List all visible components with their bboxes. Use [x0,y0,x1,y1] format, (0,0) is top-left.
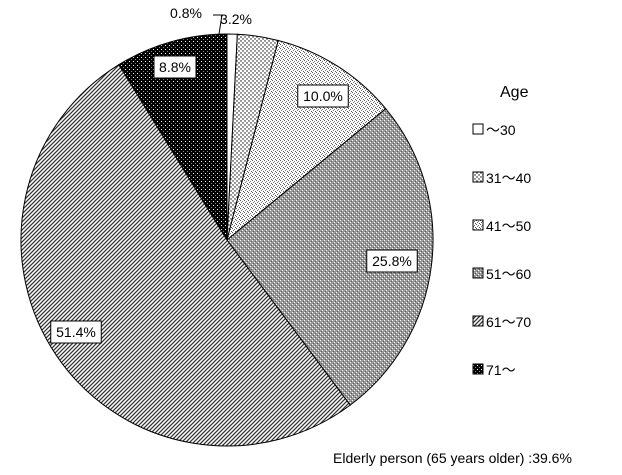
legend-label: 41～50 [486,218,531,234]
legend-label: 61～70 [486,314,531,330]
legend-swatch [472,219,484,231]
legend-item-5: 61～70 [472,314,531,330]
legend-title: Age [500,84,529,101]
legend-item-2: 31～40 [472,170,531,186]
pie-slice-5 [20,64,351,447]
data-label-text: 10.0% [303,88,343,104]
data-label-box [297,84,349,108]
data-label-3: 10.0% [297,84,349,108]
legend-item-3: 41～50 [472,218,531,234]
data-label-5: 51.4% [50,320,102,344]
data-label-4: 25.8% [366,249,418,273]
footnote: Elderly person (65 years older) :39.6% [333,450,572,466]
pie-slice-6 [118,33,228,242]
pie-labels: 0.8% 3.2% 10.0% 25.8% 51.4% 8.8% [50,5,418,344]
data-label-text: 3.2% [220,11,252,27]
pie-slices [20,33,434,447]
legend-swatch [472,363,484,375]
legend-swatch [472,267,484,279]
data-label-text: 51.4% [56,324,96,340]
data-label-text: 25.8% [372,253,412,269]
legend-swatch [472,171,484,183]
legend-swatch [472,315,484,327]
data-label-1: 0.8% [170,5,223,35]
data-label-box [366,249,418,273]
legend-label: ～30 [486,122,516,138]
legend-item-4: 51～60 [472,266,531,282]
legend-item-6: 71～ [472,362,516,378]
legend-label: 51～60 [486,266,531,282]
pie-slice-4 [226,107,434,406]
legend-item-1: ～30 [472,122,516,138]
data-label-box [50,320,102,344]
legend-label: 71～ [486,362,516,378]
data-label-6: 8.8% [153,55,197,79]
leader-line [213,14,223,35]
legend-swatch [472,123,484,135]
data-label-2: 3.2% [220,11,252,27]
legend-label: 31～40 [486,170,531,186]
data-label-text: 0.8% [170,5,202,21]
data-label-box [153,55,197,79]
data-label-text: 8.8% [159,59,191,75]
legend: Age ～30 31～40 41～50 51～60 61～70 71～ [472,84,531,378]
